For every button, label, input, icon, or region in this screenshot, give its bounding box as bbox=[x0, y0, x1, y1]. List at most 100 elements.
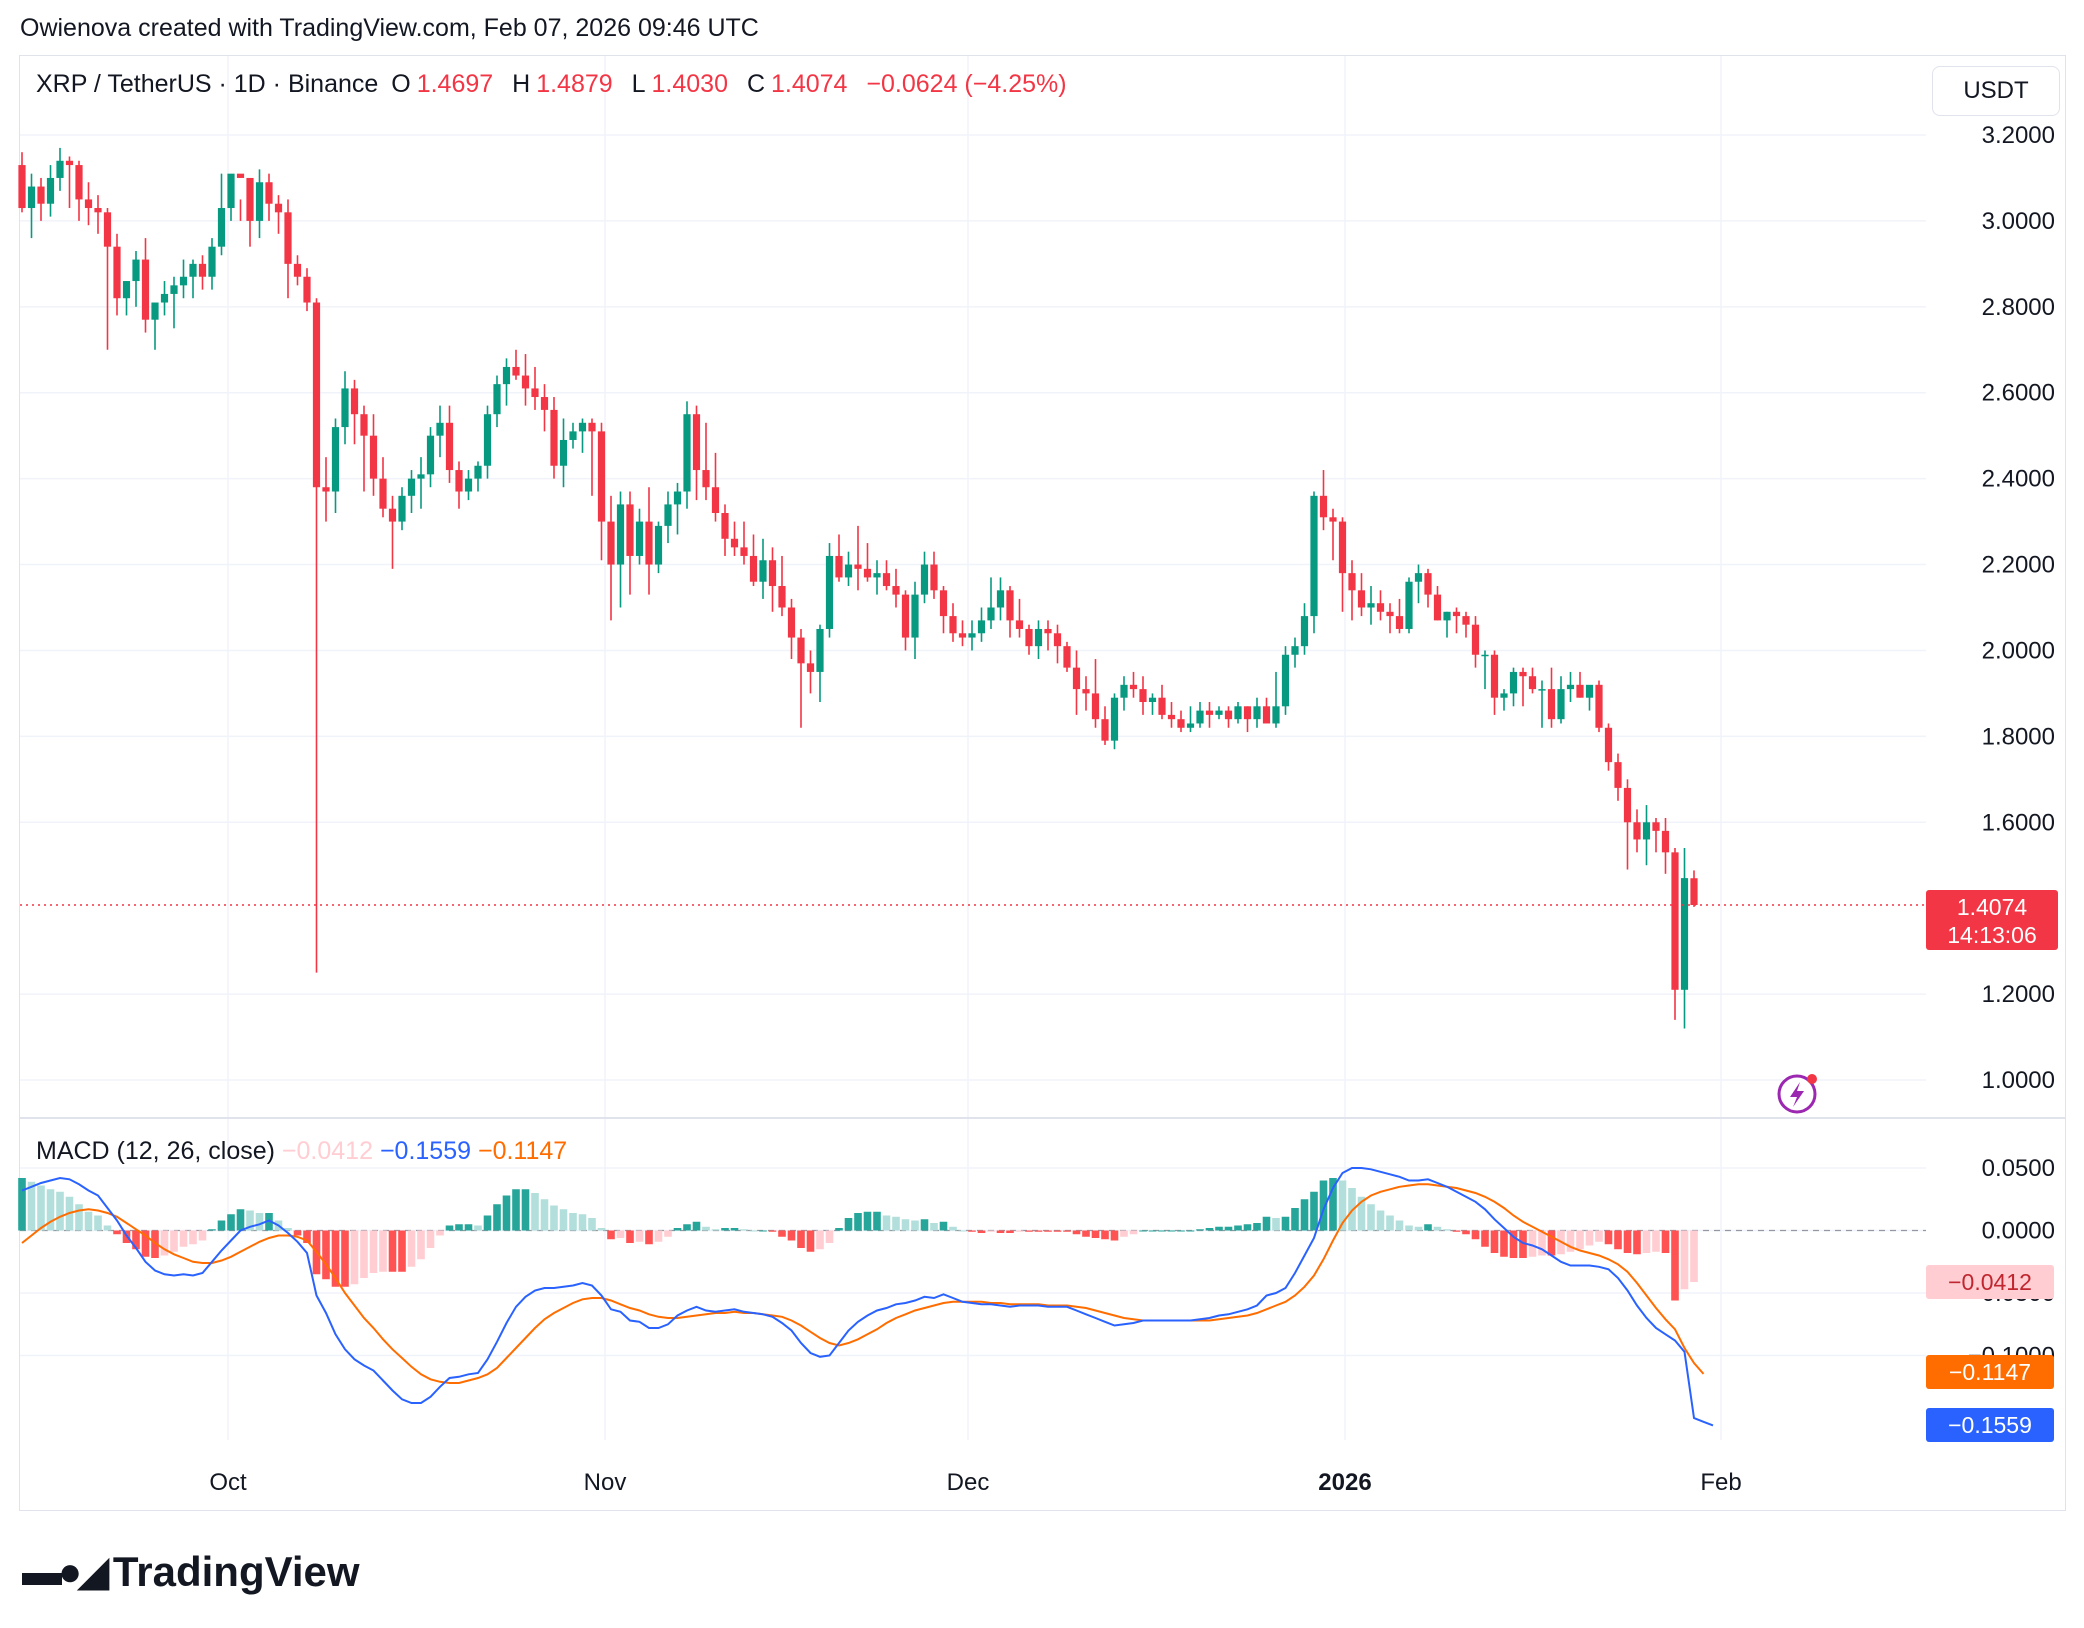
macd-histogram-bar bbox=[1652, 1230, 1660, 1252]
candle-body bbox=[626, 504, 634, 556]
macd-histogram-bar bbox=[977, 1230, 986, 1233]
macd-histogram-bar bbox=[835, 1228, 843, 1231]
candle-body bbox=[844, 564, 853, 578]
candle-body bbox=[1452, 611, 1461, 617]
candle-body bbox=[996, 590, 1005, 608]
candle-body bbox=[854, 564, 862, 569]
candle-body bbox=[388, 508, 397, 522]
macd-histogram-bar bbox=[958, 1230, 967, 1232]
macd-histogram-bar bbox=[588, 1218, 596, 1231]
macd-histogram-bar bbox=[1452, 1230, 1461, 1232]
macd-histogram-bar bbox=[787, 1230, 796, 1241]
macd-histogram-bar bbox=[1642, 1230, 1651, 1253]
macd-tick-label: 0.0500 bbox=[1982, 1155, 2055, 1182]
candle-body bbox=[170, 285, 178, 294]
macd-histogram-bar bbox=[417, 1230, 425, 1260]
candle-body bbox=[1082, 689, 1090, 694]
candle-body bbox=[1585, 684, 1594, 698]
candle-body bbox=[892, 586, 900, 595]
macd-histogram-bar bbox=[113, 1230, 121, 1235]
price-tick-label: 1.0000 bbox=[1982, 1067, 2055, 1094]
candle-body bbox=[1148, 697, 1157, 702]
macd-histogram-bar bbox=[797, 1230, 805, 1248]
candle-body bbox=[1338, 521, 1347, 574]
candle-body bbox=[664, 504, 672, 526]
tradingview-logo[interactable]: ▬●◢ TradingView bbox=[22, 1548, 360, 1596]
candle-body bbox=[94, 208, 102, 213]
candle-body bbox=[1405, 581, 1413, 629]
candle-body bbox=[1348, 573, 1356, 591]
candle-body bbox=[179, 276, 188, 286]
candle-body bbox=[654, 525, 663, 565]
candle-body bbox=[1386, 611, 1394, 617]
candle-body bbox=[1215, 710, 1223, 715]
candle-body bbox=[683, 414, 691, 492]
candle-body bbox=[740, 547, 748, 556]
price-tick-label: 1.6000 bbox=[1982, 809, 2055, 836]
macd-histogram-bar bbox=[426, 1230, 435, 1248]
macd-histogram-bar bbox=[968, 1230, 976, 1232]
open-value: 1.4697 bbox=[416, 70, 494, 98]
macd-histogram-bar bbox=[1338, 1180, 1347, 1231]
candle-body bbox=[901, 594, 910, 638]
macd-histogram-bar bbox=[160, 1230, 169, 1256]
candle-body bbox=[303, 276, 311, 303]
macd-histogram-bar bbox=[493, 1204, 501, 1231]
candle-body bbox=[1158, 697, 1166, 715]
candle-body bbox=[1186, 723, 1195, 728]
macd-histogram-bar bbox=[1481, 1230, 1489, 1247]
macd-histogram-bar bbox=[1405, 1225, 1413, 1231]
macd-histogram-bar bbox=[1120, 1230, 1128, 1237]
close-label: C bbox=[746, 70, 765, 98]
candle-body bbox=[1291, 646, 1299, 655]
candle-body bbox=[398, 495, 406, 522]
current-price-value: 1.4074 bbox=[1956, 894, 2028, 920]
macd-histogram-bar bbox=[1471, 1230, 1480, 1240]
candle-body bbox=[1053, 633, 1062, 647]
symbol-label[interactable]: XRP / TetherUS · 1D · Binance bbox=[36, 70, 379, 98]
candle-body bbox=[635, 521, 644, 556]
candle-body bbox=[208, 246, 216, 277]
candle-body bbox=[1272, 706, 1280, 724]
candle-body bbox=[1300, 616, 1309, 647]
macd-histogram-bar bbox=[132, 1230, 140, 1250]
current-price-tag: 1.4074 14:13:06 bbox=[1926, 890, 2058, 950]
high-value: 1.4879 bbox=[536, 70, 613, 98]
macd-hist-value: −0.0412 bbox=[281, 1137, 373, 1165]
macd-histogram-bar bbox=[1234, 1225, 1242, 1231]
candle-body bbox=[607, 521, 615, 565]
macd-histogram-bar bbox=[521, 1189, 530, 1231]
macd-histogram-bar bbox=[1680, 1230, 1689, 1290]
lightning-bolt bbox=[1790, 1082, 1804, 1107]
macd-histogram-bar bbox=[227, 1214, 235, 1231]
candle-body bbox=[1091, 693, 1100, 720]
currency-button[interactable]: USDT bbox=[1932, 66, 2060, 116]
macd-histogram-bar bbox=[1633, 1230, 1641, 1255]
candle-body bbox=[835, 555, 843, 578]
candle-body bbox=[1614, 762, 1622, 788]
candle-body bbox=[217, 208, 226, 247]
macd-histogram-bar bbox=[27, 1181, 36, 1231]
candle-body bbox=[531, 388, 539, 398]
candle-body bbox=[122, 281, 131, 299]
candle-body bbox=[56, 160, 64, 178]
candle-body bbox=[84, 199, 93, 209]
macd-histogram-bar bbox=[1006, 1230, 1014, 1233]
notification-dot bbox=[1807, 1074, 1817, 1084]
price-tick-label: 3.2000 bbox=[1982, 122, 2055, 149]
macd-legend: MACD (12, 26, close) −0.0412 −0.1559 −0.… bbox=[36, 1137, 567, 1166]
macd-histogram-bar bbox=[1376, 1210, 1385, 1231]
macd-histogram-bar bbox=[1205, 1228, 1214, 1231]
time-tick-label: Oct bbox=[209, 1469, 247, 1496]
macd-histogram-bar bbox=[1025, 1230, 1033, 1232]
price-tick-label: 2.8000 bbox=[1982, 294, 2055, 321]
candle-body bbox=[702, 470, 710, 488]
macd-histogram-bar bbox=[474, 1225, 482, 1231]
macd-histogram-bar bbox=[730, 1228, 739, 1231]
macd-histogram-bar bbox=[189, 1230, 197, 1245]
candle-body bbox=[1557, 689, 1565, 720]
macd-histogram-bar bbox=[1129, 1230, 1138, 1235]
macd-histogram-bar bbox=[778, 1230, 786, 1237]
macd-histogram-bar bbox=[1215, 1226, 1223, 1231]
